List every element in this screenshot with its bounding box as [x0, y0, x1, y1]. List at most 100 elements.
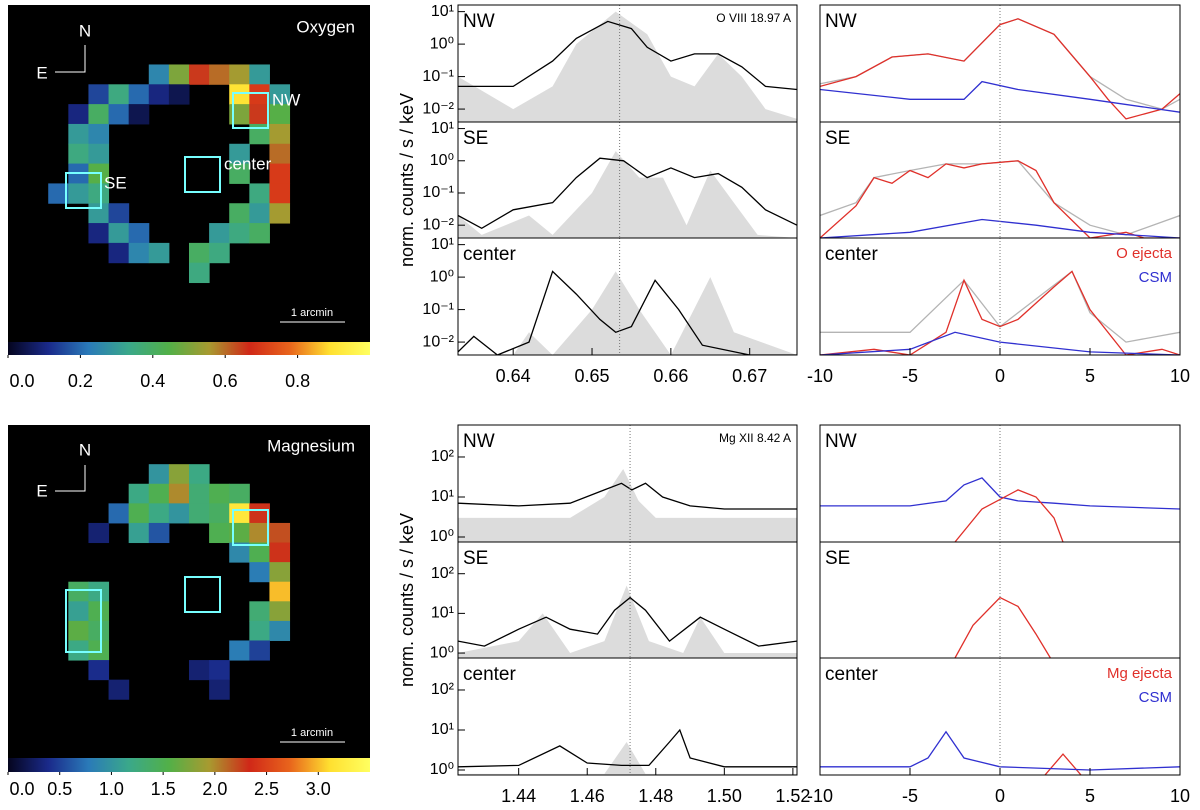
- map-cell: [249, 104, 270, 125]
- y-tick-label: 10⁻¹: [422, 68, 454, 85]
- map-cell: [168, 464, 190, 485]
- y-tick-label: 10¹: [431, 3, 454, 20]
- plot-area: [820, 18, 1180, 120]
- map-cell: [209, 483, 230, 504]
- map-cell: [209, 522, 230, 544]
- map-cell: [148, 242, 170, 264]
- colorbar-tick-label: 2.5: [254, 779, 279, 799]
- model-line: [820, 18, 1180, 120]
- map-cell: [209, 660, 230, 681]
- map-cell: [68, 581, 89, 602]
- y-tick-label: 10⁰: [430, 152, 454, 169]
- map-cell: [249, 542, 270, 563]
- map-cell: [168, 64, 190, 85]
- compass: [55, 465, 86, 492]
- map-cell: [88, 640, 110, 661]
- plot-area: [458, 151, 797, 238]
- map-cell: [68, 183, 89, 204]
- region-box: [232, 509, 269, 546]
- map-cell: [249, 620, 270, 641]
- y-tick-label: 10⁰: [430, 268, 454, 285]
- x-tick-label: -5: [902, 786, 918, 806]
- colorbar-tick-label: 0.0: [9, 371, 34, 391]
- model-line: [820, 160, 1180, 238]
- reference-area: [458, 585, 797, 658]
- x-tick-label: 10: [1170, 366, 1190, 386]
- map-cell: [148, 464, 170, 485]
- map-cell: [68, 123, 89, 145]
- plot-area: [820, 730, 1180, 775]
- scale-label: 1 arcmin: [291, 727, 333, 739]
- model-line: [954, 489, 1064, 542]
- map-cell: [269, 123, 291, 145]
- map-cell: [148, 522, 170, 544]
- region-box: [184, 576, 221, 613]
- y-tick-label: 10⁻²: [422, 333, 454, 350]
- x-tick-label: 0: [995, 366, 1005, 386]
- colorbar-tick-label: 0.8: [285, 371, 310, 391]
- model-line: [820, 270, 1180, 343]
- map-cell: [108, 104, 130, 125]
- colorbar-tick-label: 0.4: [140, 371, 165, 391]
- map-cell: [68, 104, 89, 125]
- map-cell: [68, 620, 89, 641]
- map-cell: [269, 183, 291, 204]
- map-cell: [189, 64, 210, 85]
- map-cell: [229, 640, 250, 661]
- map-cell: [88, 601, 110, 622]
- map-cell: [189, 483, 210, 504]
- map-cell: [249, 84, 270, 105]
- panel-label: NW: [463, 11, 495, 32]
- map-cell: [128, 104, 150, 125]
- map-cell: [128, 522, 150, 544]
- model-line: [458, 20, 797, 91]
- plot-area: [458, 469, 797, 542]
- map-cell: [108, 84, 130, 105]
- y-tick-label: 10¹: [431, 721, 454, 738]
- region-box: [65, 172, 102, 209]
- legend-entry: Mg ejecta: [1107, 665, 1173, 682]
- map-cell: [108, 679, 130, 700]
- y-tick-label: 10⁰: [430, 528, 454, 545]
- map-cell: [269, 163, 291, 184]
- panel-frame: [457, 657, 798, 776]
- map-cell: [249, 601, 270, 622]
- line-annotation: Mg XII 8.42 A: [719, 431, 791, 445]
- map-cell: [229, 542, 250, 563]
- legend-entry: O ejecta: [1116, 245, 1173, 262]
- map-cell: [128, 503, 150, 524]
- map-cell: [209, 679, 230, 700]
- y-tick-label: 10⁰: [430, 761, 454, 778]
- scale-label: 1 arcmin: [291, 307, 333, 319]
- map-cell: [88, 660, 110, 681]
- map-cell: [269, 203, 291, 224]
- plot-area: [458, 585, 797, 658]
- plot-area: [458, 270, 797, 355]
- model-line: [820, 218, 1180, 238]
- compass-north: N: [79, 440, 91, 459]
- map-cell: [88, 522, 110, 544]
- model-line: [820, 80, 1180, 113]
- map-cell: [229, 143, 250, 165]
- map-cell: [249, 223, 270, 244]
- map-title: Oxygen: [296, 17, 355, 36]
- y-tick-label: 10⁻¹: [422, 184, 454, 201]
- reference-area: [458, 151, 797, 238]
- map-cell: [269, 620, 291, 641]
- y-tick-label: 10¹: [431, 120, 454, 137]
- x-tick-label: 1.48: [638, 786, 673, 806]
- y-tick-label: 10¹: [431, 488, 454, 505]
- map-cell: [269, 143, 291, 165]
- map-cell: [269, 601, 291, 622]
- y-tick-label: 10⁻²: [422, 100, 454, 117]
- y-tick-label: 10⁰: [430, 644, 454, 661]
- map-cell: [148, 64, 170, 85]
- map-cell: [229, 483, 250, 504]
- map-cell: [68, 601, 89, 622]
- map-cell: [209, 242, 230, 264]
- x-tick-label: -5: [902, 366, 918, 386]
- map-title: Magnesium: [267, 436, 355, 455]
- map-cell: [189, 660, 210, 681]
- x-tick-label: -10: [807, 366, 833, 386]
- reference-area: [458, 11, 797, 122]
